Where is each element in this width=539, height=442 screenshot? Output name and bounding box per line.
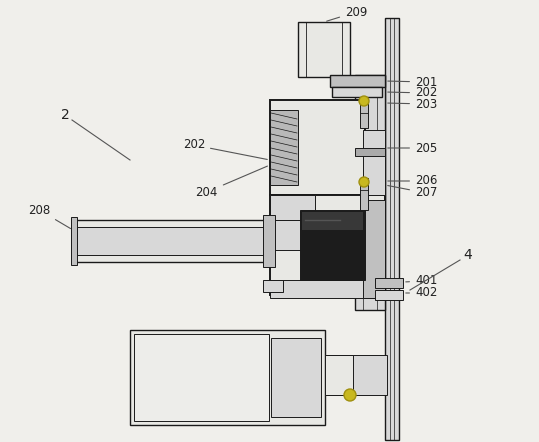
Text: 207: 207	[388, 186, 437, 199]
Bar	[271, 338, 321, 417]
Bar	[325, 355, 387, 395]
Bar	[71, 217, 77, 265]
Bar	[325, 355, 353, 395]
Bar	[375, 278, 403, 288]
Bar	[332, 87, 382, 97]
Bar	[298, 22, 350, 77]
Bar	[355, 148, 385, 156]
Text: 202: 202	[388, 87, 437, 99]
Circle shape	[344, 389, 356, 401]
Text: 204: 204	[196, 166, 267, 198]
Bar	[77, 227, 268, 255]
Text: 205: 205	[388, 141, 437, 155]
Text: 401: 401	[406, 274, 437, 287]
Bar	[270, 195, 315, 220]
Text: 206: 206	[388, 175, 437, 187]
Bar	[360, 98, 368, 128]
Text: 4: 4	[464, 248, 472, 262]
Bar	[130, 330, 325, 425]
Bar	[360, 178, 368, 210]
Bar	[270, 195, 385, 295]
Circle shape	[359, 96, 369, 106]
Bar	[302, 212, 363, 230]
Bar	[375, 290, 403, 300]
Bar	[270, 100, 365, 195]
Text: 201: 201	[388, 76, 437, 88]
Bar	[363, 200, 385, 298]
Circle shape	[359, 177, 369, 187]
Text: 2: 2	[60, 108, 70, 122]
Bar	[355, 75, 385, 310]
Bar	[270, 220, 315, 250]
Bar	[263, 215, 275, 267]
Bar	[270, 280, 385, 298]
Text: 202: 202	[183, 138, 267, 160]
Bar	[300, 210, 365, 280]
Text: 402: 402	[406, 286, 437, 300]
Bar	[385, 18, 399, 440]
Bar	[263, 280, 283, 292]
Bar	[134, 334, 269, 421]
Bar	[75, 220, 270, 262]
Text: 208: 208	[28, 203, 71, 229]
Text: 203: 203	[388, 98, 437, 110]
Bar	[270, 110, 298, 185]
Bar	[330, 75, 385, 87]
Bar	[363, 130, 385, 195]
Text: 209: 209	[327, 5, 368, 21]
